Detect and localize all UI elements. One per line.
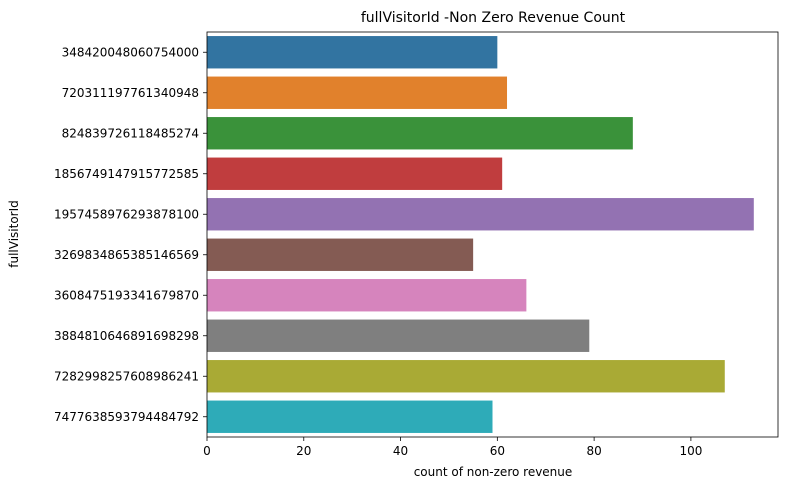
x-tick-label: 100 bbox=[679, 444, 702, 458]
x-tick-label: 40 bbox=[393, 444, 408, 458]
x-tick-label: 20 bbox=[296, 444, 311, 458]
bar bbox=[207, 76, 508, 109]
y-tick-label: 3884810646891698298 bbox=[54, 329, 199, 343]
bar bbox=[207, 279, 527, 312]
bar bbox=[207, 238, 474, 271]
y-axis-label: fullVisitorId bbox=[7, 200, 21, 268]
y-tick-label: 7477638593794484792 bbox=[54, 410, 199, 424]
x-tick-label: 60 bbox=[490, 444, 505, 458]
y-tick-label: 7282998257608986241 bbox=[54, 369, 199, 383]
bar bbox=[207, 360, 725, 393]
y-tick-label: 824839726118485274 bbox=[62, 126, 199, 140]
y-tick-label: 1957458976293878100 bbox=[54, 207, 199, 221]
y-tick-label: 3269834865385146569 bbox=[54, 248, 199, 262]
y-tick-label: 720311197761340948 bbox=[62, 86, 199, 100]
bar bbox=[207, 117, 633, 150]
bar bbox=[207, 157, 503, 190]
x-ticks-group: 0 20 40 60 80 100 bbox=[203, 437, 702, 458]
y-ticks-group: 348420048060754000 720311197761340948 8248… bbox=[54, 45, 207, 424]
x-axis-label: count of non-zero revenue bbox=[414, 465, 573, 479]
y-tick-label: 1856749147915772585 bbox=[54, 167, 199, 181]
chart-title: fullVisitorId -Non Zero Revenue Count bbox=[361, 10, 626, 26]
y-tick-label: 3608475193341679870 bbox=[54, 288, 199, 302]
plot-frame bbox=[206, 31, 779, 438]
x-tick-label: 80 bbox=[586, 444, 601, 458]
y-tick-label: 348420048060754000 bbox=[62, 45, 199, 59]
bar bbox=[207, 36, 498, 69]
x-tick-label: 0 bbox=[203, 444, 211, 458]
bar bbox=[207, 400, 493, 433]
bars-group bbox=[207, 36, 754, 433]
bar bbox=[207, 198, 754, 231]
bar bbox=[207, 319, 590, 352]
